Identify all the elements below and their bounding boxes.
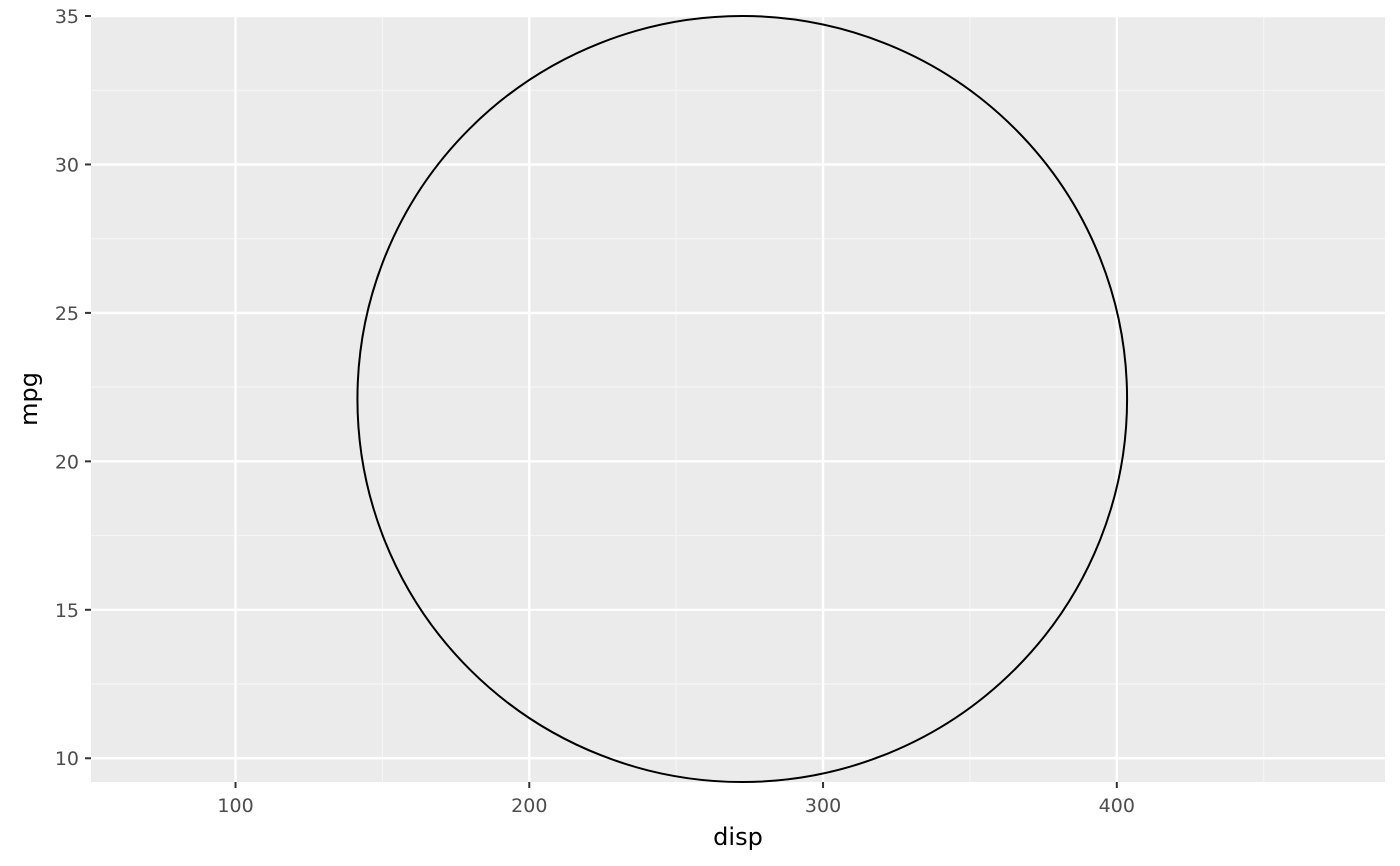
y-tick-label: 25 — [55, 303, 79, 325]
y-tick-label: 15 — [55, 600, 79, 622]
y-tick-label: 30 — [55, 154, 79, 176]
x-axis: 100 200 300 400 — [217, 782, 1135, 817]
x-tick-label: 100 — [217, 795, 253, 817]
x-axis-title: disp — [713, 823, 763, 851]
x-tick-label: 300 — [805, 795, 841, 817]
y-tick-label: 10 — [55, 748, 79, 770]
x-tick-label: 400 — [1099, 795, 1135, 817]
ellipse-shape — [356, 15, 1129, 783]
major-gridlines — [91, 14, 1385, 782]
shape-layer — [356, 15, 1129, 783]
plot-panel — [91, 16, 1385, 782]
y-axis-title: mpg — [15, 372, 43, 426]
y-tick-label: 35 — [55, 6, 79, 28]
minor-gridlines — [91, 16, 1385, 782]
y-axis: 10 15 20 25 30 35 — [55, 6, 91, 770]
y-tick-label: 20 — [55, 451, 79, 473]
x-tick-label: 200 — [511, 795, 547, 817]
